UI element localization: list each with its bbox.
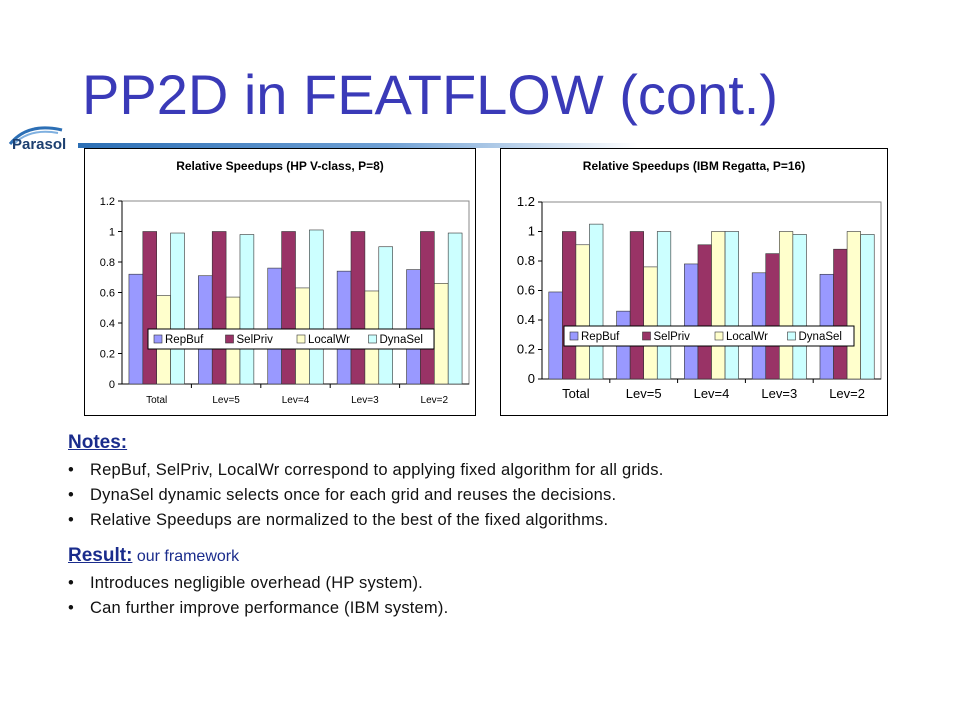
notes-bullet: • DynaSel dynamic selects once for each g… [68, 486, 617, 504]
x-category-label: Total [146, 395, 167, 406]
legend-label: SelPriv [237, 334, 274, 346]
notes-heading: Notes: [68, 432, 128, 453]
bar-localwr [778, 231, 794, 380]
y-tick-label: 1.2 [100, 196, 115, 208]
bar-repbuf [684, 263, 699, 380]
notes-bullet-text: RepBuf, SelPriv, LocalWr correspond to a… [90, 461, 664, 479]
bar-dynasel [724, 231, 739, 380]
bar-dynasel [447, 232, 463, 385]
legend-swatch [642, 331, 651, 341]
chart-ibm-regatta: Relative Speedups (IBM Regatta, P=16) 0 0.… [500, 148, 888, 416]
x-category-label: Lev=3 [761, 386, 797, 401]
legend-label: SelPriv [654, 331, 691, 343]
y-tick-label: 1 [528, 224, 535, 239]
legend-swatch [225, 334, 234, 344]
legend-label: LocalWr [726, 331, 768, 343]
slide-title: PP2D in FEATFLOW (cont.) [82, 63, 778, 126]
logo-text: Parasol [12, 136, 67, 153]
x-category-label: Lev=4 [694, 386, 730, 401]
parasol-logo-icon [8, 126, 63, 145]
bar-dynasel [378, 246, 393, 385]
legend-label: RepBuf [165, 334, 204, 346]
legend-swatch [153, 334, 163, 344]
legend-label: RepBuf [581, 331, 620, 343]
bar-dynasel [860, 234, 875, 380]
legend-label: LocalWr [308, 334, 350, 346]
bar-localwr [575, 244, 590, 380]
bar-localwr [433, 283, 449, 385]
bar-localwr [846, 231, 861, 380]
legend-swatch [714, 331, 724, 341]
legend-box [147, 328, 435, 350]
y-tick-label: 1.2 [517, 194, 535, 209]
bar-selpriv [211, 231, 227, 385]
bar-dynasel [656, 231, 672, 380]
bar-dynasel [170, 232, 185, 385]
title-underline [78, 143, 638, 148]
x-category-label: Total [562, 386, 590, 401]
bar-dynasel [792, 234, 807, 380]
legend-label: DynaSel [799, 331, 842, 343]
bar-repbuf [267, 267, 282, 385]
y-tick-label: 0.4 [100, 318, 115, 330]
bar-repbuf [128, 273, 144, 385]
legend-box [563, 325, 855, 347]
result-subheading: our framework [136, 548, 240, 565]
chart-title: Relative Speedups (HP V-class, P=8) [176, 159, 384, 173]
bar-selpriv [420, 231, 435, 385]
bar-selpriv [142, 231, 157, 385]
x-category-label: Lev=2 [829, 386, 865, 401]
legend-label: DynaSel [380, 334, 423, 346]
result-bullet: • Can further improve performance (IBM sy… [68, 599, 449, 617]
legend-swatch [368, 334, 377, 344]
legend-swatch [569, 331, 579, 341]
bar-dynasel [589, 223, 604, 380]
bar-repbuf [548, 291, 563, 380]
y-tick-label: 1 [109, 227, 115, 239]
y-tick-label: 0.8 [517, 253, 535, 268]
bar-localwr [643, 266, 658, 380]
result-bullet-text: Introduces negligible overhead (HP syste… [90, 574, 423, 592]
bar-repbuf [336, 270, 352, 385]
x-category-label: Lev=3 [351, 395, 379, 406]
y-tick-label: 0.8 [100, 257, 115, 269]
notes-bullet: • RepBuf, SelPriv, LocalWr correspond to … [68, 461, 664, 479]
x-category-label: Lev=4 [282, 395, 310, 406]
legend-swatch [787, 331, 796, 341]
chart-title: Relative Speedups (IBM Regatta, P=16) [583, 159, 805, 173]
bar-selpriv [562, 231, 577, 380]
y-tick-label: 0 [109, 379, 115, 391]
bar-localwr [711, 231, 726, 380]
result-bullet-text: Can further improve performance (IBM sys… [90, 599, 449, 617]
y-tick-label: 0.6 [517, 283, 535, 298]
y-tick-label: 0.6 [100, 288, 115, 300]
bar-repbuf [406, 269, 421, 385]
notes-bullet-text: Relative Speedups are normalized to the … [90, 511, 609, 529]
bar-selpriv [281, 231, 296, 385]
result-heading: Result: [68, 545, 133, 566]
notes-bullet-text: DynaSel dynamic selects once for each gr… [90, 486, 617, 504]
chart-hp-vclass: Relative Speedups (HP V-class, P=8) 0 0.2 0… [84, 148, 476, 416]
bar-selpriv [697, 244, 712, 380]
y-tick-label: 0.2 [517, 342, 535, 357]
bar-selpriv [350, 231, 366, 385]
bar-selpriv [629, 231, 644, 380]
bar-dynasel [309, 229, 324, 385]
bar-dynasel [239, 234, 255, 385]
result-bullet: • Introduces negligible overhead (HP syst… [68, 574, 423, 592]
notes-bullet: • Relative Speedups are normalized to the… [68, 511, 609, 529]
x-category-label: Lev=5 [212, 395, 240, 406]
x-category-label: Lev=5 [626, 386, 662, 401]
y-tick-label: 0.2 [100, 349, 115, 361]
x-category-label: Lev=2 [421, 395, 449, 406]
legend-swatch [296, 334, 306, 344]
bar-selpriv [833, 248, 848, 380]
notes-section: Notes: • RepBuf, SelPriv, LocalWr corresp… [68, 432, 948, 621]
y-tick-label: 0.4 [517, 312, 535, 327]
y-tick-label: 0 [528, 371, 535, 386]
bar-selpriv [765, 253, 780, 380]
